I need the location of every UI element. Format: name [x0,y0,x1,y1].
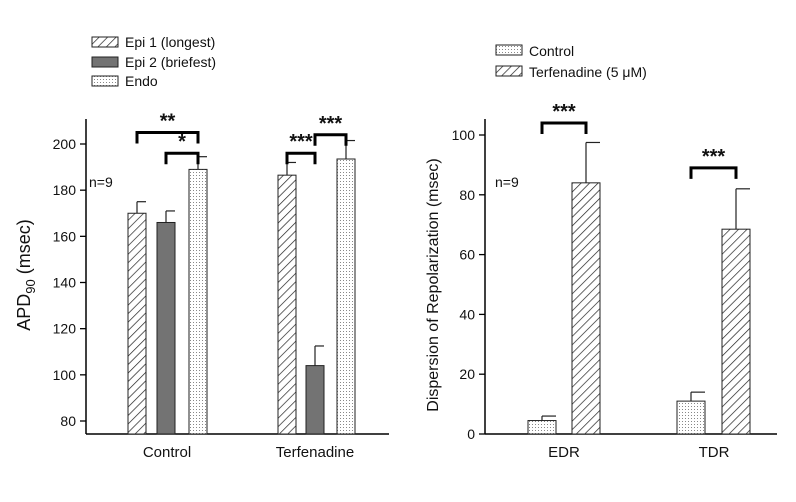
apd-bar-control-endo [188,168,208,435]
apd-significance-label-0: ** [160,110,176,132]
apd-ytick-label-120: 120 [53,321,77,337]
dispersion-significance: *** *** [540,101,738,179]
dispersion-significance-bracket-1 [689,166,738,179]
apd-y-ticks: 80 100 120 140 160 180 200 [53,136,86,429]
apd-bar-terfenadine-epi-2-briefest [305,365,325,435]
legend-item-epi1: Epi 1 (longest) [91,34,215,50]
dispersion-bars [527,141,751,435]
apd-bar-control-epi-2-briefest [156,221,176,435]
dispersion-significance-label-0: *** [552,101,576,123]
apd-category-control: Control [143,444,191,461]
legend-label-endo: Endo [125,73,158,89]
apd-y-label: APD90 (msec) [14,219,38,330]
apd-ytick-label-80: 80 [60,413,76,429]
apd-bar-control-epi-1-longest [127,212,147,435]
legend-item-endo: Endo [91,73,158,89]
dispersion-bar-edr-control [527,420,557,435]
legend-label-epi2: Epi 2 (briefest) [125,54,216,70]
apd-significance-label-1: * [178,131,186,153]
dispersion-bar-edr-terfenadine-5-m [571,182,601,435]
apd-significance-label-3: *** [319,113,343,135]
apd-ytick-label-160: 160 [53,228,77,244]
apd-ytick-label-100: 100 [53,367,77,383]
dispersion-chart: Control Terfenadine (5 μM) 020406080100 … [425,43,777,461]
legend-label-control: Control [529,43,574,59]
legend-item-control: Control [495,43,574,59]
apd-significance-bracket-1 [164,151,200,165]
apd-significance-bracket-0 [135,130,200,144]
dispersion-ytick-label-40: 40 [459,306,475,322]
apd-chart: Epi 1 (longest) Epi 2 (briefest) Endo 80… [14,34,389,461]
legend-item-terfenadine: Terfenadine (5 μM) [495,64,647,80]
dispersion-y-label: Dispersion of Repolarization (msec) [425,158,442,411]
dispersion-ytick-label-20: 20 [459,366,475,382]
dispersion-ytick-label-60: 60 [459,247,475,263]
apd-ytick-label-200: 200 [53,136,77,152]
dispersion-ytick-label-0: 0 [467,426,475,442]
apd-n-annotation: n=9 [89,174,113,190]
dispersion-category-tdr: TDR [699,444,730,461]
dispersion-bar-tdr-terfenadine-5-m [721,228,751,435]
apd-ytick-label-180: 180 [53,182,77,198]
apd-bar-terfenadine-endo [336,158,356,435]
apd-significance-bracket-2 [285,151,317,165]
dispersion-bar-tdr-control [676,400,706,435]
apd-significance-label-2: *** [289,131,313,153]
legend-label-epi1: Epi 1 (longest) [125,34,215,50]
apd-category-terfenadine: Terfenadine [276,444,354,461]
dispersion-y-ticks: 0 20 40 60 80 100 [452,127,485,442]
dispersion-significance-label-1: *** [702,146,726,168]
dispersion-ytick-label-100: 100 [452,127,476,143]
dispersion-n-annotation: n=9 [495,174,519,190]
dispersion-significance-bracket-0 [540,121,588,135]
apd-ytick-label-140: 140 [53,275,77,291]
apd-legend: Epi 1 (longest) Epi 2 (briefest) Endo [91,34,216,89]
legend-label-terfenadine: Terfenadine (5 μM) [529,64,647,80]
dispersion-category-edr: EDR [548,444,580,461]
apd-significance: *** ****** [135,110,348,165]
dispersion-ytick-label-80: 80 [459,187,475,203]
apd-bars [127,139,356,435]
dispersion-legend: Control Terfenadine (5 μM) [495,43,647,80]
legend-item-epi2: Epi 2 (briefest) [91,54,216,70]
apd-bar-terfenadine-epi-1-longest [277,174,297,435]
apd-significance-bracket-3 [313,133,348,146]
